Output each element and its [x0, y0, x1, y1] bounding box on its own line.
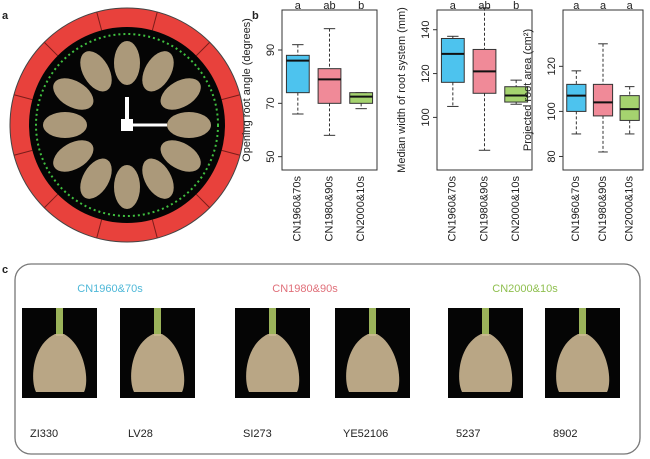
group-label: CN2000&10s	[492, 283, 558, 295]
root-image	[80, 51, 112, 92]
panel-label: a	[2, 10, 9, 22]
significance-letter: ab	[478, 0, 490, 12]
significance-letter: a	[295, 0, 302, 12]
box	[592, 83, 614, 117]
ring-divider	[151, 219, 158, 239]
significance-letter: a	[600, 0, 607, 12]
root-image	[114, 41, 140, 85]
ring-divider	[195, 41, 211, 57]
ring-divider	[195, 193, 211, 209]
root-image	[53, 140, 94, 172]
root-mass	[246, 334, 300, 392]
y-axis-title: Median width of root system (mm)	[396, 7, 408, 173]
box	[285, 54, 310, 94]
plot-frame	[281, 9, 378, 171]
x-tick-label: CN1960&70s	[447, 176, 459, 242]
root-mass	[346, 334, 400, 392]
stem	[154, 308, 161, 336]
root-image	[142, 51, 174, 92]
root-image	[160, 140, 201, 172]
y-tick-label: 140	[420, 21, 432, 39]
sample-label: LV28	[128, 428, 153, 440]
panel-c-frame	[14, 263, 641, 455]
x-tick-label: CN2000&10s	[355, 176, 367, 242]
significance-letter: a	[627, 0, 634, 12]
root-mass	[33, 334, 87, 392]
sample-label: 8902	[553, 428, 577, 440]
y-axis-title: Projected root area (cm²)	[522, 29, 534, 151]
sample-label: 5237	[456, 428, 480, 440]
y-tick-label: 120	[420, 64, 432, 82]
ring-divider	[43, 193, 59, 209]
x-tick-label: CN2000&10s	[510, 176, 522, 242]
root-mass	[131, 334, 185, 392]
stem	[56, 308, 63, 336]
y-tick-label: 100	[546, 102, 558, 120]
root-mass	[556, 334, 610, 392]
sample-label: ZI330	[30, 428, 58, 440]
y-tick-label: 70	[265, 97, 277, 109]
x-tick-label: CN1960&70s	[292, 176, 304, 242]
root-image	[43, 112, 87, 138]
ring-divider	[221, 94, 241, 101]
root-image	[80, 158, 112, 199]
y-tick-label: 50	[265, 151, 277, 163]
box	[566, 83, 587, 112]
x-tick-label: CN1980&90s	[597, 176, 609, 242]
y-tick-label: 90	[265, 44, 277, 56]
group-label: CN1960&70s	[77, 283, 143, 295]
root-image	[160, 78, 201, 110]
box	[349, 92, 374, 104]
root-image	[142, 158, 174, 199]
significance-letter: ab	[323, 0, 335, 12]
ring-divider	[43, 41, 59, 57]
x-tick-label: CN1960&70s	[570, 176, 582, 242]
group-label: CN1980&90s	[272, 283, 338, 295]
significance-letter: a	[573, 0, 580, 12]
box	[619, 95, 640, 121]
plot-frame	[562, 9, 644, 171]
stem	[482, 308, 489, 336]
clock-center	[121, 119, 133, 131]
y-tick-label: 100	[420, 108, 432, 126]
x-tick-label: CN1980&90s	[478, 176, 490, 242]
panel-label: c	[2, 264, 8, 276]
root-image	[53, 78, 94, 110]
ring-divider	[221, 149, 241, 156]
root-mass	[459, 334, 513, 392]
ring-divider	[96, 11, 103, 31]
ring-divider	[13, 149, 33, 156]
y-axis-title: Opening root angle (degrees)	[241, 18, 253, 162]
stem	[579, 308, 586, 336]
significance-letter: a	[450, 0, 457, 12]
stem	[269, 308, 276, 336]
panel-label: b	[252, 10, 259, 22]
x-tick-label: CN1980&90s	[323, 176, 335, 242]
significance-letter: b	[358, 0, 364, 12]
y-tick-label: 80	[546, 150, 558, 162]
x-tick-label: CN2000&10s	[624, 176, 636, 242]
sample-label: SI273	[243, 428, 272, 440]
root-image	[114, 165, 140, 209]
stem	[369, 308, 376, 336]
sample-label: YE52106	[343, 428, 388, 440]
ring-divider	[13, 94, 33, 101]
box	[440, 37, 465, 83]
y-tick-label: 120	[546, 57, 558, 75]
box	[317, 68, 342, 104]
box	[504, 86, 529, 103]
ring-divider	[151, 11, 158, 31]
root-image	[167, 112, 211, 138]
significance-letter: b	[513, 0, 519, 12]
dotted-track	[35, 33, 219, 217]
ring-divider	[96, 219, 103, 239]
